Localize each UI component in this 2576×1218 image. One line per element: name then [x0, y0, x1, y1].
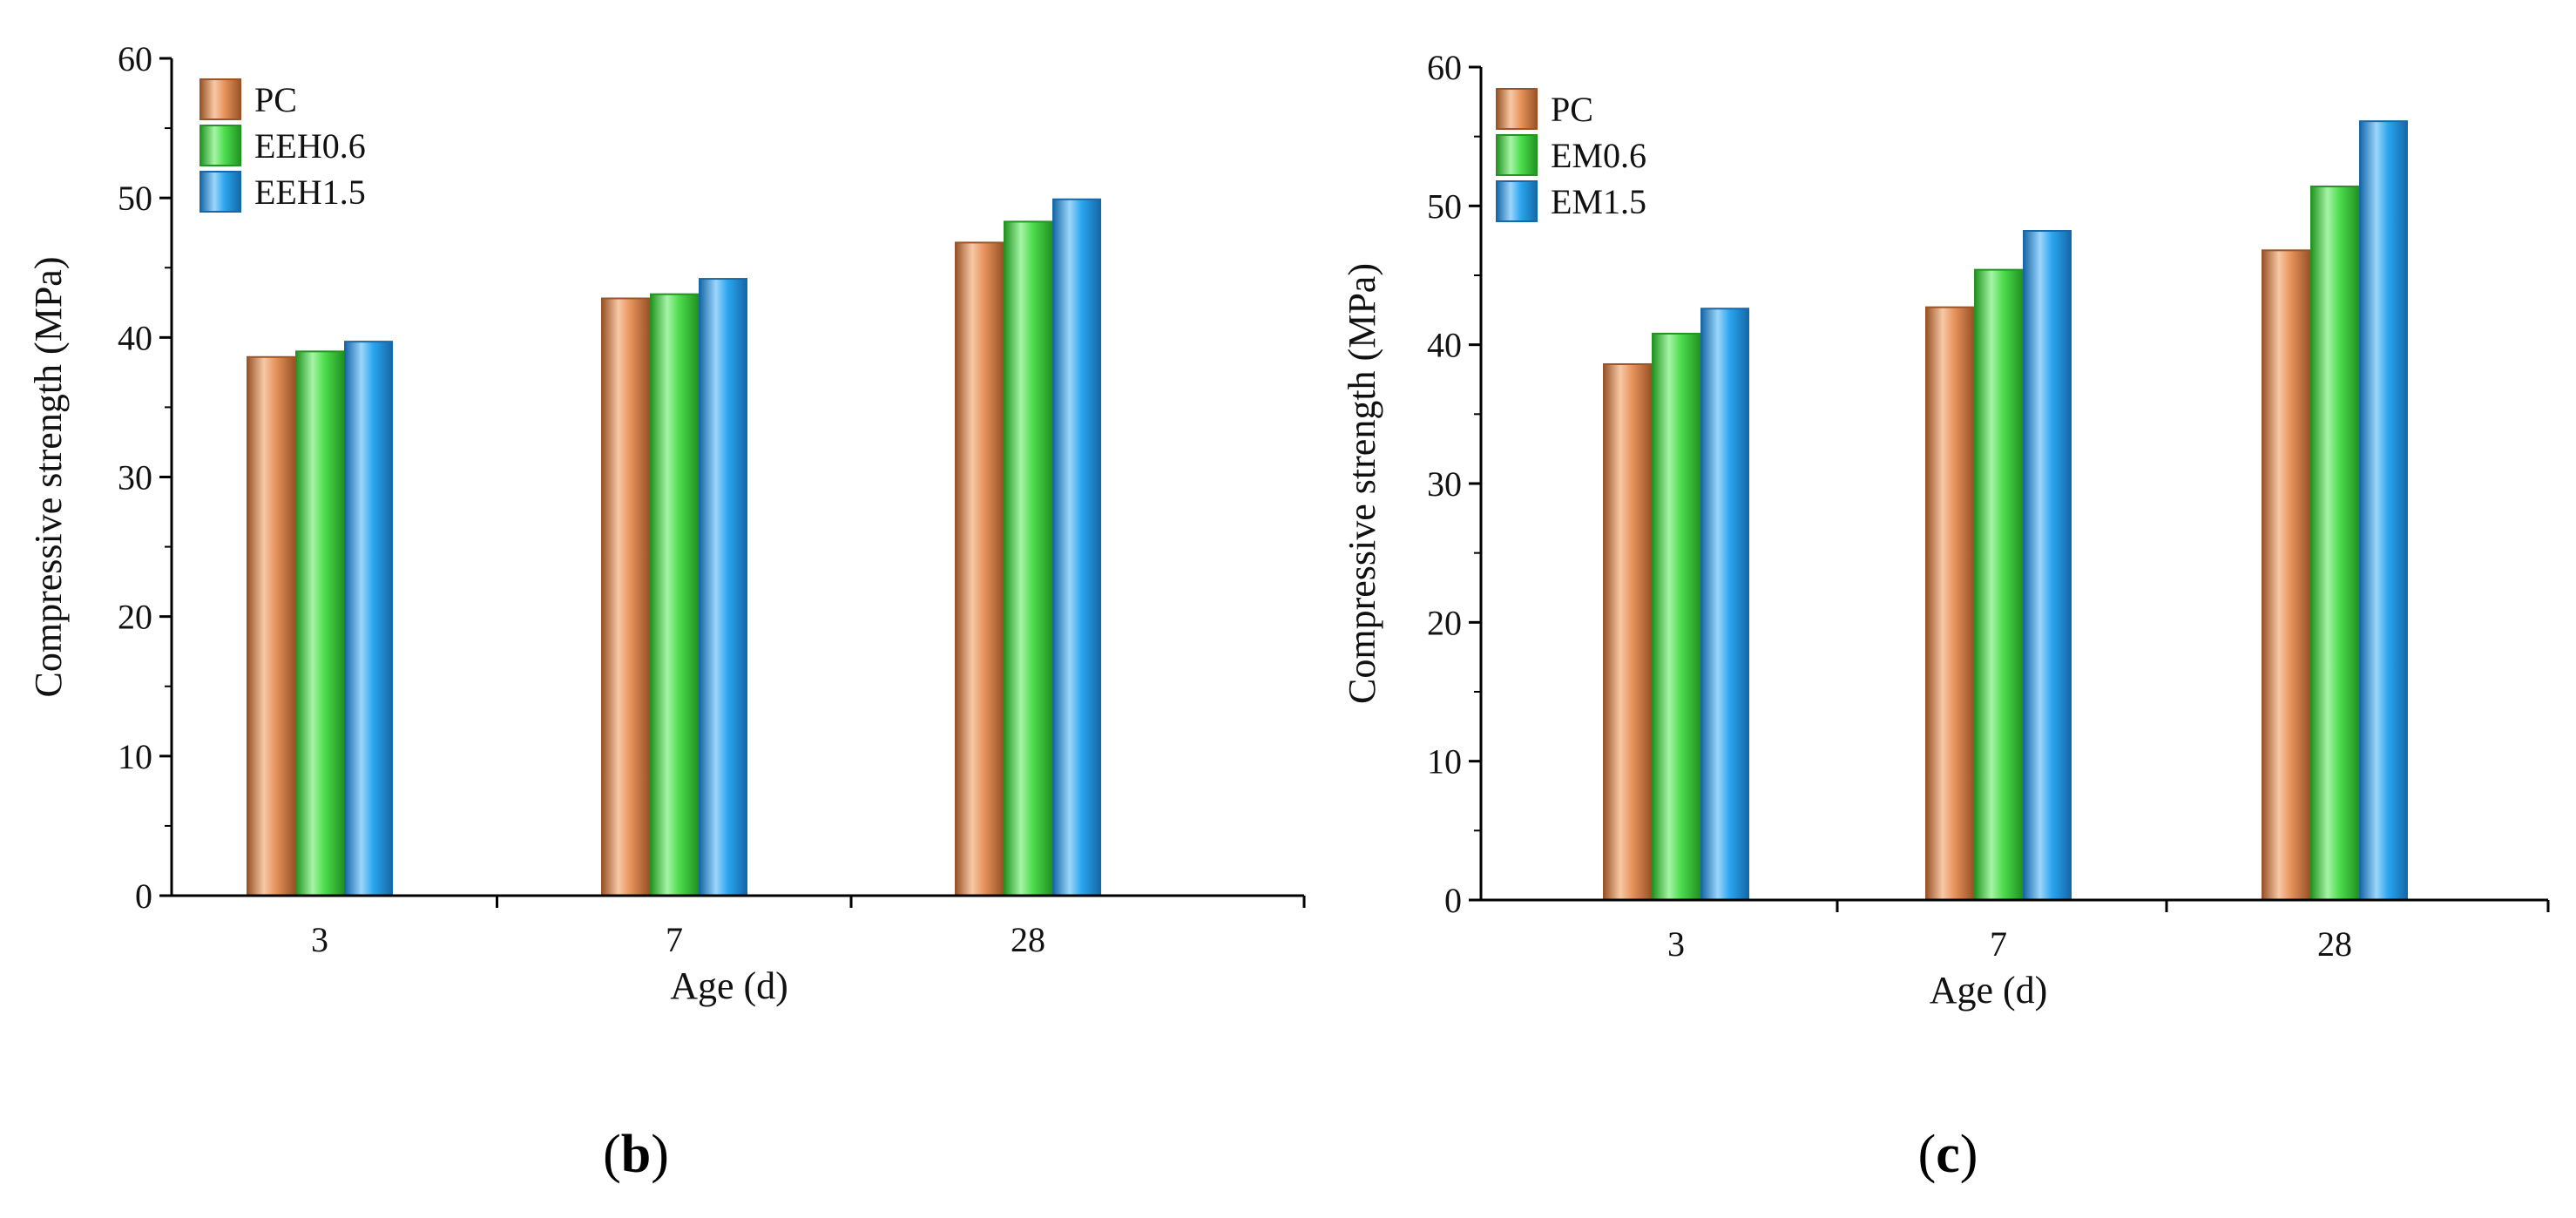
legend-label: EM0.6 [1551, 136, 1646, 175]
legend-swatch [1496, 88, 1538, 130]
x-tick-label: 28 [2317, 924, 2352, 964]
bar-pc-28 [955, 241, 1004, 897]
legend-swatch [199, 171, 241, 213]
bar-pc-7 [1925, 306, 1974, 901]
bar-em1-5-28 [2359, 120, 2408, 901]
y-tick-label: 30 [1427, 464, 1462, 504]
legend-swatch [199, 78, 241, 120]
y-axis-title: Compressive strength (MPa) [1341, 263, 1383, 704]
bar-pc-3 [1603, 362, 1652, 901]
bars-group [247, 198, 1101, 897]
bar-eeh1-5-7 [699, 278, 747, 897]
bar-em0-6-28 [2310, 186, 2359, 901]
y-tick-label: 0 [135, 876, 152, 916]
bar-eeh1-5-28 [1052, 198, 1101, 897]
legend: PC EEH0.6 EEH1.5 [199, 78, 366, 213]
bar-em0-6-3 [1652, 332, 1700, 902]
bar-eeh0-6-3 [295, 350, 344, 897]
y-tick-label: 40 [1427, 326, 1462, 365]
panel-label: (c) [1918, 1125, 1978, 1184]
panel-label-open: ( [603, 1125, 621, 1184]
legend-swatch [199, 125, 241, 166]
legend-swatch [1496, 180, 1538, 222]
x-tick-label: 7 [1990, 924, 2007, 964]
y-tick-label: 40 [118, 318, 152, 357]
legend-label: PC [1551, 90, 1593, 129]
x-tick-label: 3 [311, 920, 328, 959]
chart-panel-b: 0 10 20 30 40 50 60 3 7 28 Age (d) Compressive st… [27, 39, 1306, 1184]
bar-pc-7 [601, 297, 650, 897]
y-tick-label: 20 [118, 598, 152, 637]
panel-label-close: ) [1960, 1125, 1978, 1184]
x-tick-label: 3 [1667, 924, 1685, 964]
panel-label-open: ( [1918, 1125, 1937, 1184]
y-axis-title: Compressive strength (MPa) [27, 257, 70, 698]
legend-swatch [1496, 134, 1538, 176]
bar-em1-5-3 [1700, 308, 1749, 901]
y-tick-label: 20 [1427, 603, 1462, 642]
legend-label: EM1.5 [1551, 182, 1646, 221]
y-tick-label: 60 [1427, 48, 1462, 87]
ticks-group: 0 10 20 30 40 50 60 3 7 28 [1427, 48, 2550, 964]
x-axis-title: Age (d) [670, 964, 788, 1007]
y-tick-label: 0 [1444, 881, 1462, 920]
bar-eeh0-6-7 [650, 293, 699, 897]
x-tick-label: 7 [666, 920, 683, 959]
y-tick-label: 60 [118, 39, 152, 78]
y-tick-label: 10 [118, 737, 152, 776]
bar-pc-3 [247, 355, 295, 897]
legend-label: PC [254, 80, 297, 119]
legend-label: EEH1.5 [254, 173, 366, 212]
x-tick-label: 28 [1011, 920, 1045, 959]
y-tick-label: 50 [118, 179, 152, 218]
x-axis-title: Age (d) [1930, 969, 2048, 1012]
bar-pc-28 [2262, 249, 2310, 901]
bar-eeh0-6-28 [1004, 220, 1052, 897]
bar-eeh1-5-3 [344, 341, 393, 897]
ticks-group: 0 10 20 30 40 50 60 3 7 28 [118, 39, 1306, 959]
legend-label: EEH0.6 [254, 126, 366, 166]
panel-label-letter: c [1936, 1125, 1960, 1184]
legend: PC EM0.6 EM1.5 [1496, 88, 1646, 222]
bar-em0-6-7 [1974, 268, 2023, 902]
bars-group [1603, 120, 2408, 902]
panel-label: (b) [603, 1125, 669, 1184]
panel-label-close: ) [651, 1125, 669, 1184]
bar-em1-5-7 [2023, 230, 2072, 902]
chart-panel-c: 0 10 20 30 40 50 60 3 7 28 Age (d) Compressive st… [1341, 48, 2550, 1184]
panel-label-letter: b [621, 1125, 651, 1184]
y-tick-label: 50 [1427, 186, 1462, 226]
y-tick-label: 30 [118, 458, 152, 497]
y-tick-label: 10 [1427, 742, 1462, 782]
